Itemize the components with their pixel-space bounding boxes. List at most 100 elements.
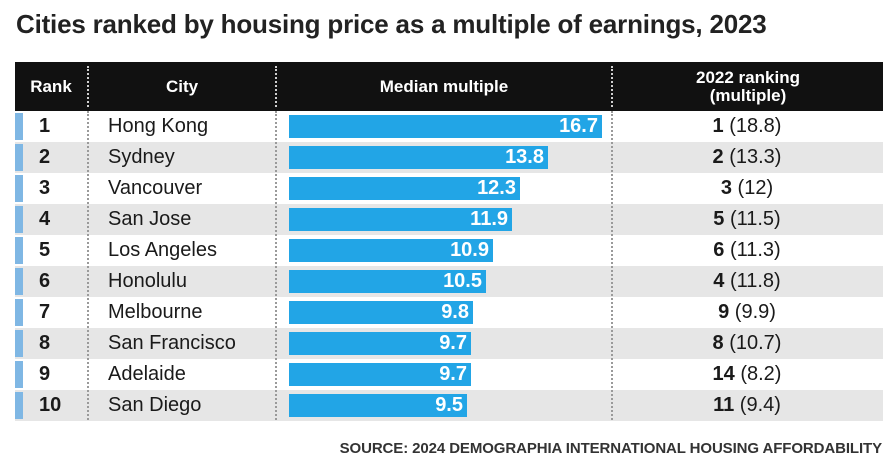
column-divider <box>87 111 89 420</box>
header-divider <box>275 66 277 107</box>
bar-value-label: 9.7 <box>439 363 467 385</box>
prev-rank: 14 <box>712 363 735 385</box>
bar-value-label: 12.3 <box>477 177 516 199</box>
rank-cell: 3 <box>39 177 51 199</box>
table-row: 2 Sydney 13.8 2 (13.3) <box>15 142 883 173</box>
table-row: 1 Hong Kong 16.7 1 (18.8) <box>15 111 883 142</box>
bar <box>289 332 471 355</box>
row-marker <box>15 113 23 140</box>
rank-cell: 7 <box>39 301 51 323</box>
header-divider <box>87 66 89 107</box>
bar <box>289 239 493 262</box>
table-row: 8 San Francisco 9.7 8 (10.7) <box>15 328 883 359</box>
bar-value-label: 11.9 <box>470 208 508 230</box>
prev-multiple: (11.8) <box>729 270 781 292</box>
rank-cell: 4 <box>39 208 51 230</box>
bar-value-label: 9.8 <box>441 301 469 323</box>
prev-ranking-cell: 9 (9.9) <box>611 297 883 328</box>
header-median-multiple: Median multiple <box>379 76 509 96</box>
city-cell: San Francisco <box>108 332 236 354</box>
prev-multiple: (9.4) <box>739 394 781 416</box>
header-2022-ranking-line2: (multiple) <box>709 85 787 105</box>
prev-rank: 3 <box>720 177 732 199</box>
chart-title: Cities ranked by housing price as a mult… <box>16 9 767 39</box>
bar <box>289 270 486 293</box>
city-cell: Sydney <box>108 146 175 168</box>
bar <box>289 208 512 231</box>
prev-ranking-cell: 14 (8.2) <box>611 359 883 390</box>
rank-cell: 5 <box>39 239 51 261</box>
city-cell: San Jose <box>108 208 192 230</box>
row-marker <box>15 361 23 388</box>
bar <box>289 177 520 200</box>
prev-ranking-cell: 11 (9.4) <box>611 390 883 421</box>
bar-value-label: 16.7 <box>559 115 598 137</box>
bar-value-label: 9.7 <box>439 332 467 354</box>
city-cell: Los Angeles <box>108 239 217 261</box>
row-marker <box>15 330 23 357</box>
row-marker <box>15 175 23 202</box>
column-divider <box>275 111 277 420</box>
table-row: 6 Honolulu 10.5 4 (11.8) <box>15 266 883 297</box>
bar-value-label: 10.9 <box>450 239 489 261</box>
prev-multiple: (18.8) <box>729 115 782 137</box>
table-body: 1 Hong Kong 16.7 1 (18.8) 2 Sydney 13.8 2 (13.3… <box>0 111 894 421</box>
prev-multiple: (8.2) <box>740 363 782 385</box>
prev-ranking-cell: 3 (12) <box>611 173 883 204</box>
prev-rank: 2 <box>712 146 724 168</box>
prev-rank: 5 <box>713 208 725 230</box>
row-marker <box>15 144 23 171</box>
prev-multiple: (13.3) <box>729 146 782 168</box>
row-marker <box>15 268 23 295</box>
prev-ranking-cell: 4 (11.8) <box>611 266 883 297</box>
bar <box>289 146 548 169</box>
table-row: 4 San Jose 11.9 5 (11.5) <box>15 204 883 235</box>
bar <box>289 394 467 417</box>
bar-value-label: 13.8 <box>505 146 544 168</box>
header-2022-ranking: 2022 ranking (multiple) <box>613 62 883 111</box>
prev-multiple: (12) <box>737 177 774 199</box>
rank-cell: 2 <box>39 146 51 168</box>
prev-ranking-cell: 6 (11.3) <box>611 235 883 266</box>
prev-multiple: (10.7) <box>729 332 782 354</box>
prev-ranking-cell: 5 (11.5) <box>611 204 883 235</box>
rank-cell: 9 <box>39 363 51 385</box>
column-divider <box>611 111 613 420</box>
bar <box>289 115 602 138</box>
city-cell: Vancouver <box>108 177 203 199</box>
table-row: 10 San Diego 9.5 11 (9.4) <box>15 390 883 421</box>
city-cell: Honolulu <box>108 270 187 292</box>
prev-multiple: (9.9) <box>734 301 776 323</box>
table-header: Rank City Median multiple 2022 ranking (… <box>15 62 883 111</box>
rank-cell: 8 <box>39 332 51 354</box>
rank-cell: 10 <box>39 394 62 416</box>
header-rank: Rank <box>30 76 72 96</box>
table-row: 7 Melbourne 9.8 9 (9.9) <box>15 297 883 328</box>
prev-rank: 11 <box>713 394 735 416</box>
prev-rank: 1 <box>712 115 724 137</box>
prev-ranking-cell: 1 (18.8) <box>611 111 883 142</box>
table-row: 5 Los Angeles 10.9 6 (11.3) <box>15 235 883 266</box>
row-marker <box>15 299 23 326</box>
prev-rank: 9 <box>718 301 730 323</box>
prev-rank: 8 <box>712 332 724 354</box>
table-row: 9 Adelaide 9.7 14 (8.2) <box>15 359 883 390</box>
prev-multiple: (11.5) <box>729 208 781 230</box>
row-marker <box>15 392 23 419</box>
row-marker <box>15 206 23 233</box>
bar <box>289 363 471 386</box>
bar-value-label: 9.5 <box>435 394 463 416</box>
city-cell: Adelaide <box>108 363 186 385</box>
prev-rank: 6 <box>713 239 725 261</box>
header-divider <box>611 66 613 107</box>
city-cell: Melbourne <box>108 301 203 323</box>
prev-ranking-cell: 2 (13.3) <box>611 142 883 173</box>
prev-multiple: (11.3) <box>729 239 781 261</box>
rank-cell: 6 <box>39 270 51 292</box>
table-row: 3 Vancouver 12.3 3 (12) <box>15 173 883 204</box>
bar-value-label: 10.5 <box>443 270 482 292</box>
bar <box>289 301 473 324</box>
source-note: SOURCE: 2024 DEMOGRAPHIA INTERNATIONAL H… <box>339 440 882 457</box>
prev-rank: 4 <box>713 270 725 292</box>
header-2022-ranking-line1: 2022 ranking <box>696 67 800 87</box>
